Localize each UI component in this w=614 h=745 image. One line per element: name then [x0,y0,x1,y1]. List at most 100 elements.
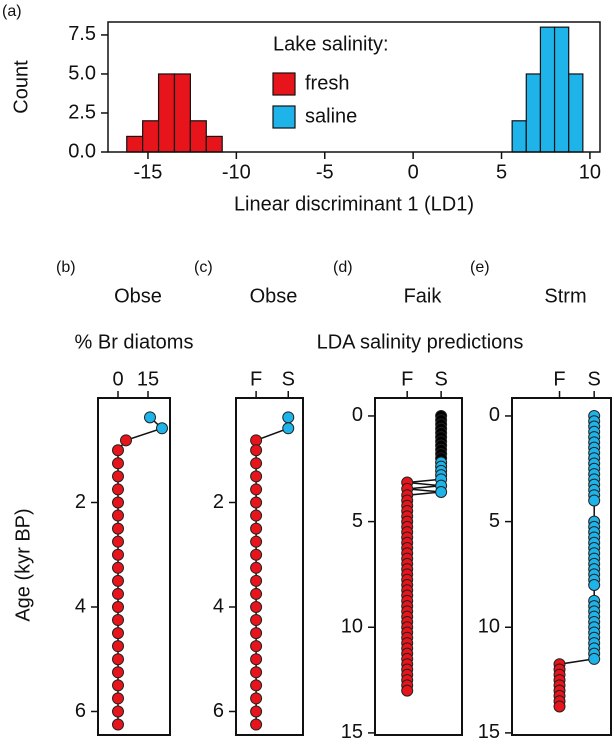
histogram-bar [173,73,191,153]
y-tick-label: 5.0 [68,62,96,84]
data-point [112,574,124,587]
data-point [588,578,601,591]
y-tick-label: 2.5 [68,101,96,123]
histogram-bar [553,26,570,153]
x-tick-label: F [401,368,413,390]
plot-frame [235,397,304,736]
panel-label: (e) [470,259,490,276]
y-axis-label: Age (kyr BP) [12,508,34,621]
data-point [250,679,263,692]
data-point [112,587,124,600]
data-point [112,692,124,705]
data-point [250,718,263,731]
y-axis-label: Count [10,60,32,114]
data-point [112,653,124,666]
data-point [250,496,263,509]
panel-label: (a) [2,3,22,20]
plot-frame [97,397,171,736]
data-point [112,457,124,470]
y-tick-label: 0.0 [68,140,96,162]
plot-frame [374,397,463,736]
data-point [156,422,168,435]
legend-title: Lake salinity: [273,33,389,55]
data-point [112,470,124,483]
data-point [112,627,124,640]
data-point [112,522,124,535]
panel-title: Obse [114,285,162,307]
y-tick-label: 2 [75,491,86,513]
data-point [112,679,124,692]
data-point [250,535,263,548]
data-point [250,444,263,457]
data-point [282,411,295,424]
panel-label: (c) [194,259,213,276]
histogram-bar [511,120,527,153]
data-point [250,470,263,483]
data-point [250,666,263,679]
data-point [112,666,124,679]
x-tick-label: -15 [134,161,163,183]
data-point [112,718,124,731]
y-tick-label: 5 [489,510,500,532]
y-tick-label: 10 [478,616,500,638]
data-point [112,483,124,496]
x-tick-label: 15 [137,368,159,390]
data-point [250,509,263,522]
panel-title: Faik [404,285,443,307]
x-tick-label: S [587,368,600,390]
legend-swatch [272,72,296,96]
x-axis-label: Linear discriminant 1 (LD1) [234,193,474,215]
histogram-bar [142,120,160,153]
y-tick-label: 2 [213,491,224,513]
y-tick-label: 0 [352,404,363,426]
y-tick-label: 7.5 [68,23,96,45]
histogram-bar [126,135,144,153]
data-point [250,587,263,600]
data-point [144,411,156,424]
histogram-bar [157,73,176,153]
data-point [250,483,263,496]
plot-frame [511,397,612,736]
data-point [250,548,263,561]
histogram-bar [568,73,584,153]
x-tick-label: S [282,368,295,390]
y-tick-label: 10 [341,616,363,638]
y-tick-label: 15 [341,721,363,743]
panel-title: Obse [250,285,298,307]
data-point [250,600,263,613]
profile-line [117,416,164,725]
x-axis-label: LDA salinity predictions [317,331,524,353]
legend-label: saline [305,105,357,127]
data-point [250,457,263,470]
data-point [250,627,263,640]
histogram-bar [525,73,542,153]
data-point [588,652,601,665]
panel-title: Strm [544,285,586,307]
data-point [112,509,124,522]
x-tick-label: 0 [112,368,123,390]
x-axis-label: % Br diatoms [75,331,194,353]
data-point [282,422,295,435]
x-tick-label: 0 [408,161,419,183]
data-point [112,496,124,509]
y-tick-label: 6 [213,700,224,722]
data-point [250,561,263,574]
x-tick-label: -5 [316,161,334,183]
data-point [112,444,124,457]
y-tick-label: 5 [352,510,363,532]
data-point [250,653,263,666]
x-tick-label: 5 [496,161,507,183]
data-point [112,548,124,561]
panel-label: (d) [333,259,353,276]
data-point [435,486,448,499]
x-tick-label: 10 [579,161,601,183]
x-tick-label: -10 [222,161,251,183]
data-point [250,574,263,587]
data-point [112,614,124,627]
panel-label: (b) [56,259,76,276]
y-tick-label: 15 [478,721,500,743]
histogram-bar [539,26,556,153]
y-tick-label: 0 [489,404,500,426]
